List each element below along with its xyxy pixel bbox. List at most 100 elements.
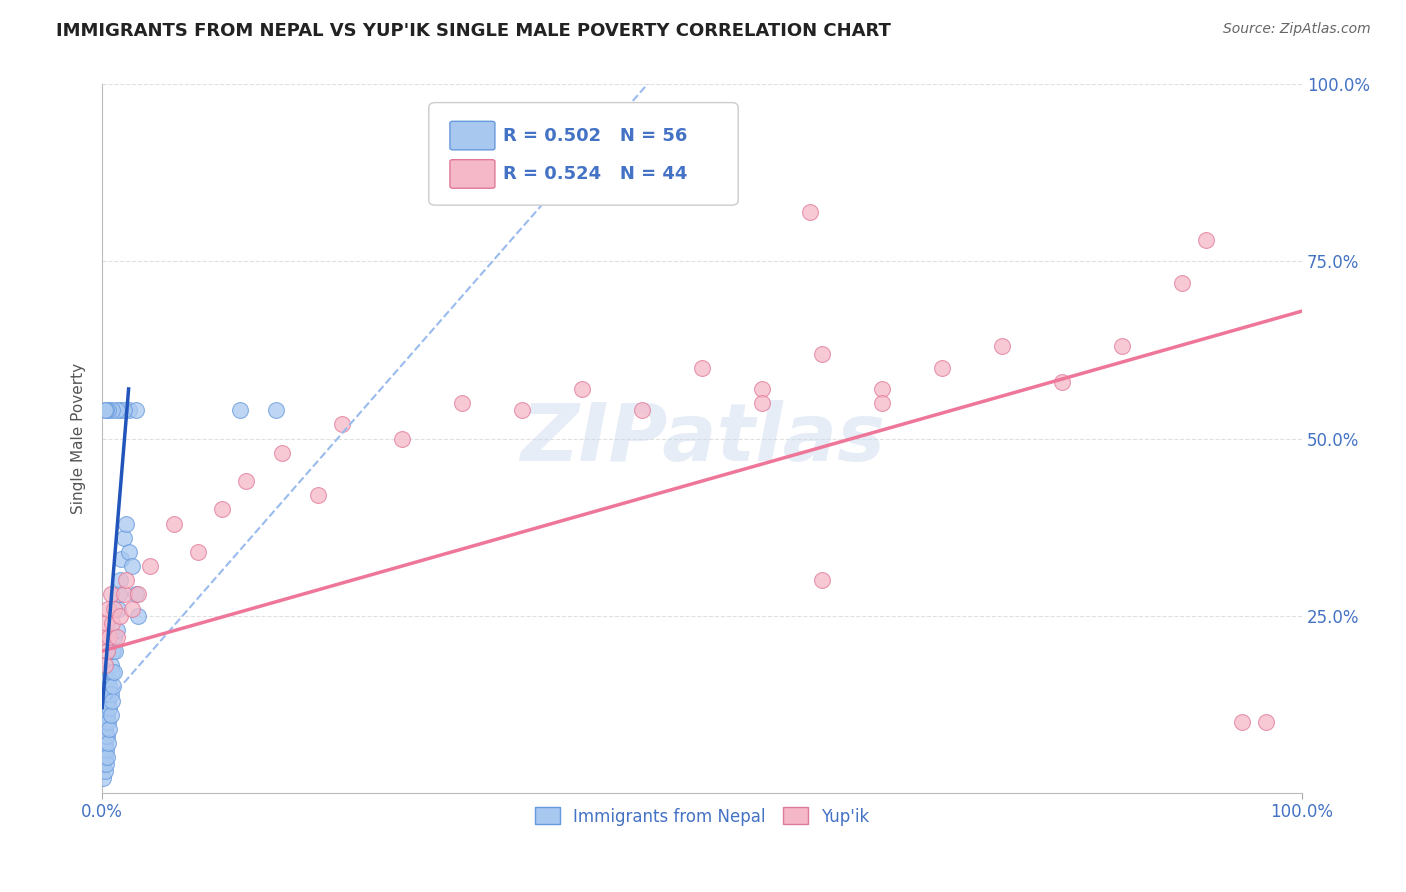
Point <box>931 360 953 375</box>
Point <box>94 757 117 772</box>
Point <box>97 693 120 707</box>
Point <box>96 686 118 700</box>
Point <box>97 673 120 687</box>
Point <box>98 700 121 714</box>
Point <box>94 615 117 630</box>
Point <box>94 693 117 707</box>
Point <box>330 417 353 432</box>
Point <box>1171 276 1194 290</box>
Point <box>751 382 773 396</box>
Point <box>127 587 149 601</box>
Point <box>391 432 413 446</box>
Point <box>271 446 294 460</box>
Point <box>101 680 124 694</box>
Point <box>96 729 118 743</box>
Point <box>101 644 124 658</box>
Point <box>125 587 148 601</box>
Point <box>1254 714 1277 729</box>
Point <box>112 587 135 601</box>
Point <box>108 403 131 417</box>
Point <box>799 205 821 219</box>
Text: R = 0.524   N = 44: R = 0.524 N = 44 <box>503 165 688 183</box>
Text: R = 0.502   N = 56: R = 0.502 N = 56 <box>503 127 688 145</box>
Point <box>451 396 474 410</box>
Point <box>103 665 125 680</box>
Point <box>991 339 1014 353</box>
Point <box>112 403 135 417</box>
Point <box>100 686 122 700</box>
Point <box>264 403 287 417</box>
Point <box>870 396 893 410</box>
Point <box>127 608 149 623</box>
Point <box>117 403 139 417</box>
Point <box>870 382 893 396</box>
Point <box>690 360 713 375</box>
Point <box>100 658 122 673</box>
Point <box>121 559 143 574</box>
Point <box>93 743 115 757</box>
Point <box>107 601 129 615</box>
Point <box>229 403 252 417</box>
Point <box>307 488 329 502</box>
Text: ZIPatlas: ZIPatlas <box>520 400 884 477</box>
Point <box>1050 375 1073 389</box>
Point <box>97 601 120 615</box>
Point <box>101 615 124 630</box>
Point <box>96 644 118 658</box>
Point <box>101 665 124 680</box>
Point <box>211 502 233 516</box>
Point <box>105 623 128 637</box>
Point <box>100 707 122 722</box>
Point <box>571 382 593 396</box>
Point <box>1195 233 1218 247</box>
Point <box>125 403 148 417</box>
Point <box>97 714 120 729</box>
Legend: Immigrants from Nepal, Yup'ik: Immigrants from Nepal, Yup'ik <box>527 799 877 834</box>
Point <box>103 630 125 644</box>
Point <box>631 403 654 417</box>
Point <box>101 693 124 707</box>
Point <box>94 743 117 757</box>
Point <box>93 630 115 644</box>
Point <box>93 658 115 673</box>
Text: Source: ZipAtlas.com: Source: ZipAtlas.com <box>1223 22 1371 37</box>
Point <box>1230 714 1253 729</box>
Point <box>96 750 118 764</box>
Point <box>105 630 128 644</box>
Point <box>187 545 209 559</box>
Point <box>93 707 115 722</box>
Point <box>93 750 115 764</box>
Point <box>96 707 118 722</box>
Point <box>94 714 117 729</box>
Point <box>93 736 115 750</box>
Point <box>139 559 162 574</box>
Point <box>108 573 131 587</box>
Point <box>1111 339 1133 353</box>
Point <box>100 587 122 601</box>
Point <box>811 346 834 360</box>
Point <box>108 587 131 601</box>
Point <box>235 474 257 488</box>
Point <box>103 601 125 615</box>
Point <box>163 516 186 531</box>
Point <box>93 757 115 772</box>
Point <box>121 601 143 615</box>
Point <box>811 573 834 587</box>
Point <box>510 403 533 417</box>
Point <box>101 403 124 417</box>
Point <box>104 644 127 658</box>
Point <box>751 396 773 410</box>
Point <box>93 764 115 779</box>
Point <box>112 531 135 545</box>
Point <box>93 772 115 786</box>
Point <box>117 545 139 559</box>
Point <box>94 729 117 743</box>
Point <box>115 516 138 531</box>
Point <box>108 608 131 623</box>
Point <box>94 403 117 417</box>
Point <box>93 722 115 736</box>
Point <box>97 403 120 417</box>
Y-axis label: Single Male Poverty: Single Male Poverty <box>72 363 86 514</box>
Point <box>93 403 115 417</box>
Point <box>110 552 132 566</box>
